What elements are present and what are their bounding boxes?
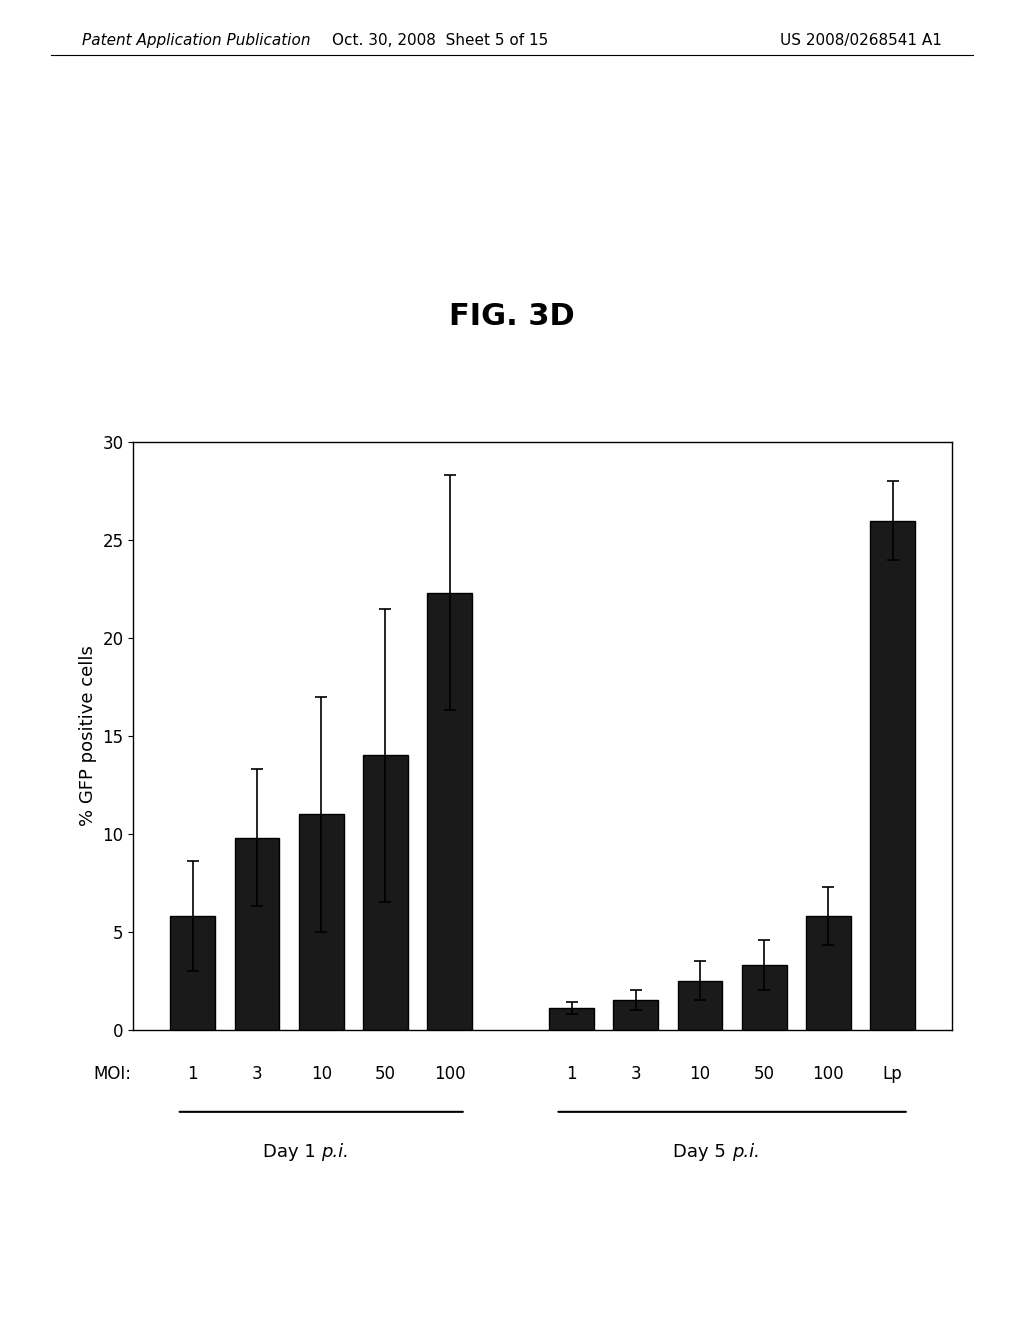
Bar (234, 838, 280, 1030)
Text: 50: 50 (754, 1065, 775, 1082)
Text: 3: 3 (631, 1065, 641, 1082)
Bar (613, 1001, 658, 1030)
Bar (170, 916, 215, 1030)
Bar (741, 965, 786, 1030)
Text: p.i.: p.i. (732, 1143, 760, 1162)
Text: 3: 3 (252, 1065, 262, 1082)
Text: 50: 50 (375, 1065, 396, 1082)
Text: Patent Application Publication: Patent Application Publication (82, 33, 310, 48)
Text: Lp: Lp (883, 1065, 902, 1082)
Text: MOI:: MOI: (93, 1065, 131, 1082)
Bar (362, 755, 408, 1030)
Bar (549, 1008, 594, 1030)
Text: Day 1: Day 1 (263, 1143, 322, 1162)
Text: US 2008/0268541 A1: US 2008/0268541 A1 (780, 33, 942, 48)
Bar (870, 520, 915, 1030)
Bar (806, 916, 851, 1030)
Text: 1: 1 (566, 1065, 577, 1082)
Bar (427, 593, 472, 1030)
Text: Oct. 30, 2008  Sheet 5 of 15: Oct. 30, 2008 Sheet 5 of 15 (332, 33, 549, 48)
Y-axis label: % GFP positive cells: % GFP positive cells (79, 645, 96, 826)
Text: Day 5: Day 5 (674, 1143, 732, 1162)
Text: 100: 100 (434, 1065, 466, 1082)
Text: 1: 1 (187, 1065, 198, 1082)
Bar (299, 814, 344, 1030)
Text: 10: 10 (689, 1065, 711, 1082)
Bar (678, 981, 723, 1030)
Text: p.i.: p.i. (322, 1143, 349, 1162)
Text: 100: 100 (813, 1065, 844, 1082)
Text: 10: 10 (310, 1065, 332, 1082)
Text: FIG. 3D: FIG. 3D (450, 302, 574, 331)
